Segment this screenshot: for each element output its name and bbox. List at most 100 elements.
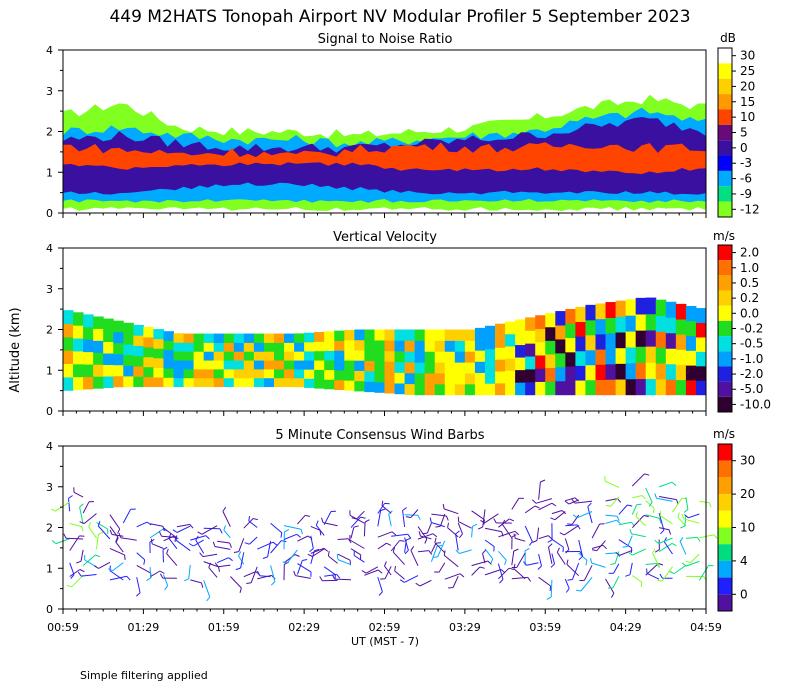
- colorbar-label: -0.5: [740, 337, 763, 351]
- wind-barb: [404, 537, 409, 551]
- vv-cell: [113, 331, 124, 344]
- vv-cell: [495, 335, 506, 348]
- wind-barb-flag: [399, 579, 405, 583]
- vv-cell: [143, 366, 154, 378]
- wind-barb: [310, 535, 314, 549]
- vv-cell: [655, 363, 667, 380]
- time-tick-label: 02:29: [288, 621, 320, 634]
- vv-cell: [223, 368, 235, 379]
- wind-barb: [297, 535, 309, 542]
- vv-cell: [525, 356, 536, 370]
- wind-barb-flag: [164, 585, 169, 591]
- vv-cell: [434, 340, 446, 352]
- wind-barb: [564, 524, 579, 536]
- wind-barb: [684, 514, 687, 527]
- vv-cell: [123, 365, 134, 377]
- y-tick-label: 3: [46, 85, 53, 98]
- wind-barb: [353, 555, 365, 563]
- wind-barb: [482, 509, 486, 528]
- vv-cell: [354, 370, 365, 382]
- y-tick-label: 2: [46, 324, 53, 337]
- vv-cell: [575, 336, 586, 352]
- vv-cell: [364, 370, 375, 382]
- vv-cell: [133, 355, 144, 367]
- colorbar-swatch: [718, 396, 732, 412]
- wind-barb: [672, 497, 683, 513]
- wind-barb: [175, 539, 191, 552]
- wind-barb: [660, 515, 673, 525]
- vv-cell: [344, 360, 355, 371]
- wind-barb: [112, 562, 124, 571]
- colorbar-swatch: [718, 305, 732, 321]
- vv-cell: [324, 369, 335, 380]
- colorbar-swatch: [718, 94, 732, 110]
- vv-cell: [334, 360, 345, 371]
- wind-barb-flag: [270, 581, 276, 586]
- vv-cell: [585, 364, 596, 381]
- wind-barb-flag: [459, 573, 465, 578]
- vv-plot-area: 0 1 2 3 4: [46, 242, 707, 418]
- wind-barb-flag: [233, 551, 239, 553]
- wind-barb: [315, 524, 325, 536]
- wind-barb: [73, 491, 84, 498]
- wind-barb-flag: [654, 549, 660, 553]
- wind-barb: [524, 525, 533, 542]
- wind-barb-flag: [248, 516, 250, 522]
- vv-cell: [464, 362, 476, 374]
- wind-barb: [296, 560, 303, 575]
- vv-cell: [575, 380, 586, 396]
- wind-barb: [658, 542, 673, 553]
- y-tick-label: 0: [46, 207, 53, 220]
- wind-barb-flag: [482, 549, 487, 554]
- vv-cell: [103, 330, 114, 343]
- wind-barb-flag: [394, 566, 396, 572]
- vv-cell: [665, 301, 677, 318]
- vv-cell: [113, 342, 124, 355]
- vv-cell: [143, 336, 154, 348]
- wind-barb: [350, 527, 355, 539]
- wind-barb: [631, 515, 645, 529]
- wind-barb: [645, 487, 653, 503]
- vv-cell: [203, 368, 215, 379]
- wind-barb-flag: [499, 579, 504, 584]
- vv-cell: [434, 372, 446, 385]
- vv-cell: [404, 361, 416, 374]
- wind-barb: [556, 552, 566, 565]
- wind-barb-flag: [658, 563, 664, 566]
- wind-barb-flag: [331, 574, 336, 580]
- vv-cell: [585, 349, 596, 366]
- wind-barb-flag: [361, 570, 367, 574]
- vv-cell: [284, 342, 295, 352]
- vv-cell: [695, 365, 707, 381]
- wind-barb: [79, 506, 84, 525]
- vv-cell: [525, 368, 536, 383]
- wind-barb-flag: [404, 549, 409, 555]
- vv-cell: [354, 349, 365, 361]
- vv-cell: [585, 304, 596, 321]
- vv-cell: [665, 317, 677, 334]
- wind-barb-flag: [514, 530, 520, 536]
- wind-barb: [538, 535, 549, 540]
- wind-barb: [631, 473, 645, 487]
- wind-barb: [426, 522, 432, 534]
- colorbar-swatch: [718, 477, 732, 495]
- wind-barb: [564, 538, 570, 550]
- wind-barb-flag: [434, 537, 437, 543]
- vv-cell: [615, 347, 627, 364]
- vv-cell: [454, 340, 466, 352]
- wind-barb: [574, 500, 593, 504]
- vv-cell: [223, 333, 235, 343]
- wind-barb: [81, 574, 97, 577]
- wind-barb-flag: [76, 560, 82, 564]
- wind-barb-flag: [671, 542, 677, 547]
- vv-cell: [454, 383, 466, 396]
- wind-barb-flag: [587, 502, 592, 508]
- wind-barb-flag: [576, 589, 582, 592]
- vv-cell: [685, 335, 697, 351]
- wind-barb-flag: [323, 547, 329, 552]
- wind-barb: [645, 563, 657, 565]
- vv-cell: [314, 332, 325, 342]
- vv-unit-label: m/s: [713, 229, 735, 243]
- wind-barb-flag: [63, 533, 67, 539]
- wind-barb: [356, 510, 365, 520]
